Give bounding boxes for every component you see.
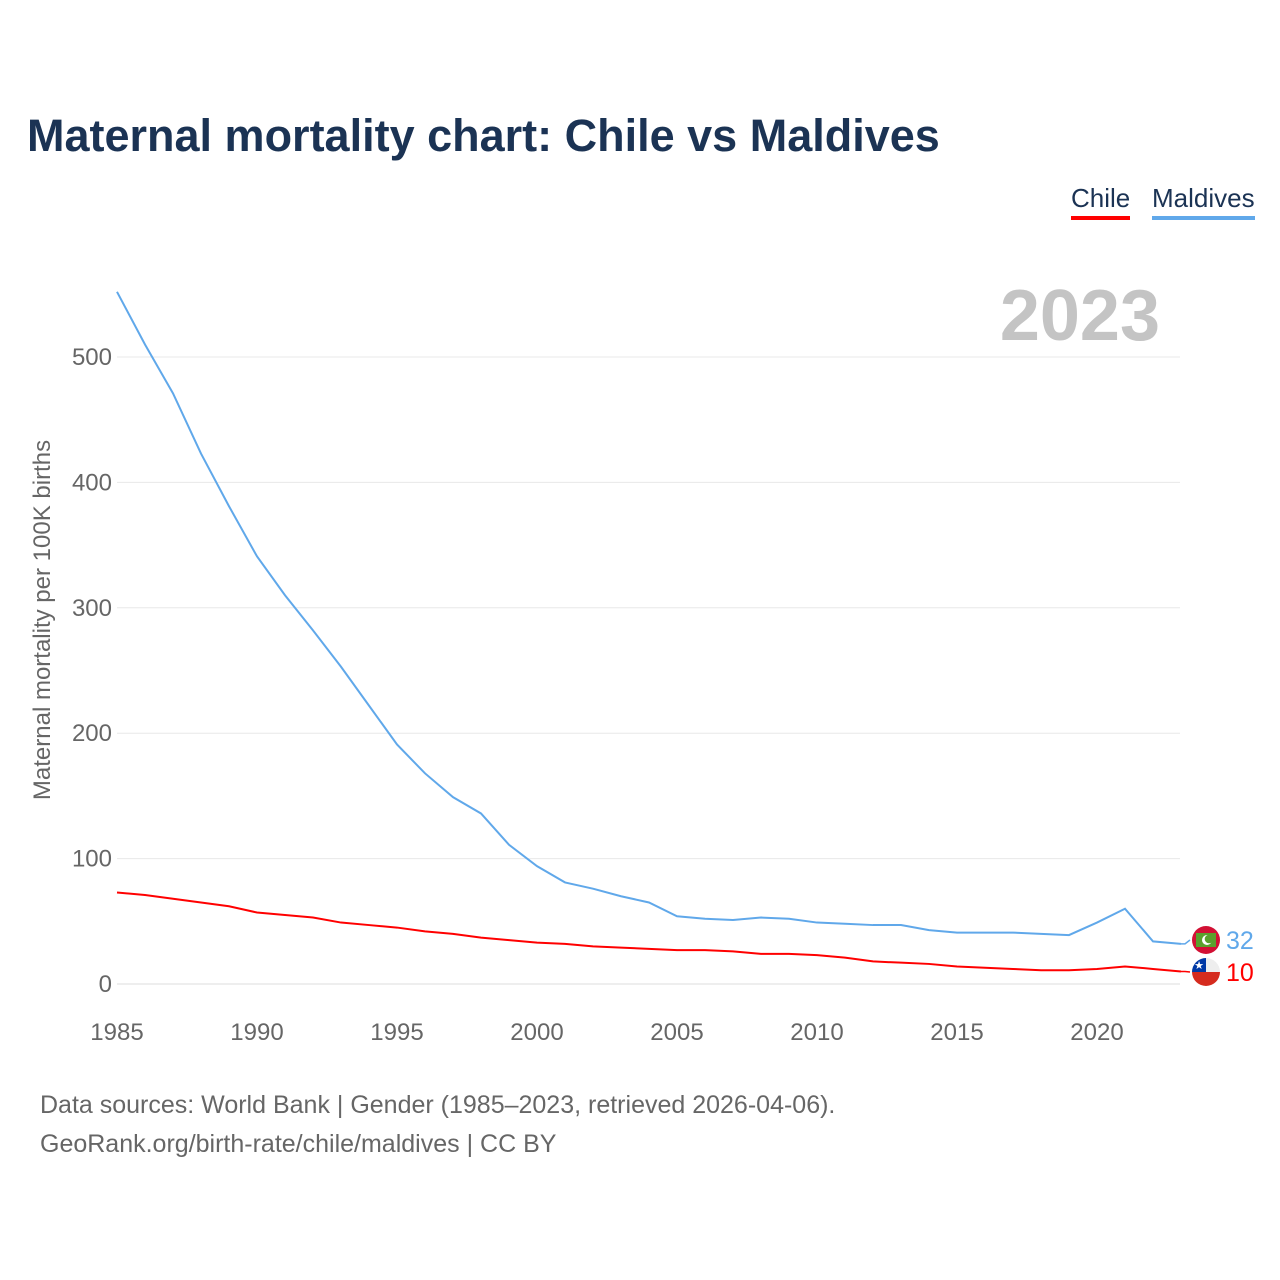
chart-title: Maternal mortality chart: Chile vs Maldi… xyxy=(27,110,940,161)
source-link[interactable]: GeoRank.org/birth-rate/chile/maldives | … xyxy=(40,1130,557,1158)
end-value-label: 10 xyxy=(1226,959,1254,987)
svg-text:★: ★ xyxy=(1194,960,1204,972)
x-tick-label: 2000 xyxy=(510,1019,563,1046)
data-source: Data sources: World Bank | Gender (1985–… xyxy=(40,1091,836,1119)
y-tick-label: 200 xyxy=(72,720,112,747)
y-tick-label: 300 xyxy=(72,595,112,622)
y-tick-label: 0 xyxy=(99,971,112,998)
x-tick-label: 1995 xyxy=(370,1019,423,1046)
x-tick-label: 2020 xyxy=(1070,1019,1123,1046)
end-value-label: 32 xyxy=(1226,927,1254,955)
x-tick-label: 2010 xyxy=(790,1019,843,1046)
maldives-flag-icon xyxy=(1192,926,1220,954)
y-axis-label: Maternal mortality per 100K births xyxy=(29,440,56,800)
x-tick-label: 2015 xyxy=(930,1019,983,1046)
series-line-maldives xyxy=(116,291,1182,945)
footer: Data sources: World Bank | Gender (1985–… xyxy=(40,1086,835,1164)
y-tick-label: 400 xyxy=(72,469,112,496)
y-tick-label: 500 xyxy=(72,344,112,371)
end-connector xyxy=(1181,970,1191,973)
legend-chile[interactable]: Chile xyxy=(1071,183,1131,220)
y-tick-label: 100 xyxy=(72,846,112,873)
x-tick-label: 1985 xyxy=(90,1019,143,1046)
legend-maldives[interactable]: Maldives xyxy=(1152,183,1255,220)
end-connector xyxy=(1181,939,1191,945)
chile-flag-icon: ★ xyxy=(1192,958,1220,986)
series-line-chile xyxy=(116,891,1182,973)
x-tick-label: 2005 xyxy=(650,1019,703,1046)
x-tick-label: 1990 xyxy=(230,1019,283,1046)
year-label: 2023 xyxy=(1000,276,1160,356)
